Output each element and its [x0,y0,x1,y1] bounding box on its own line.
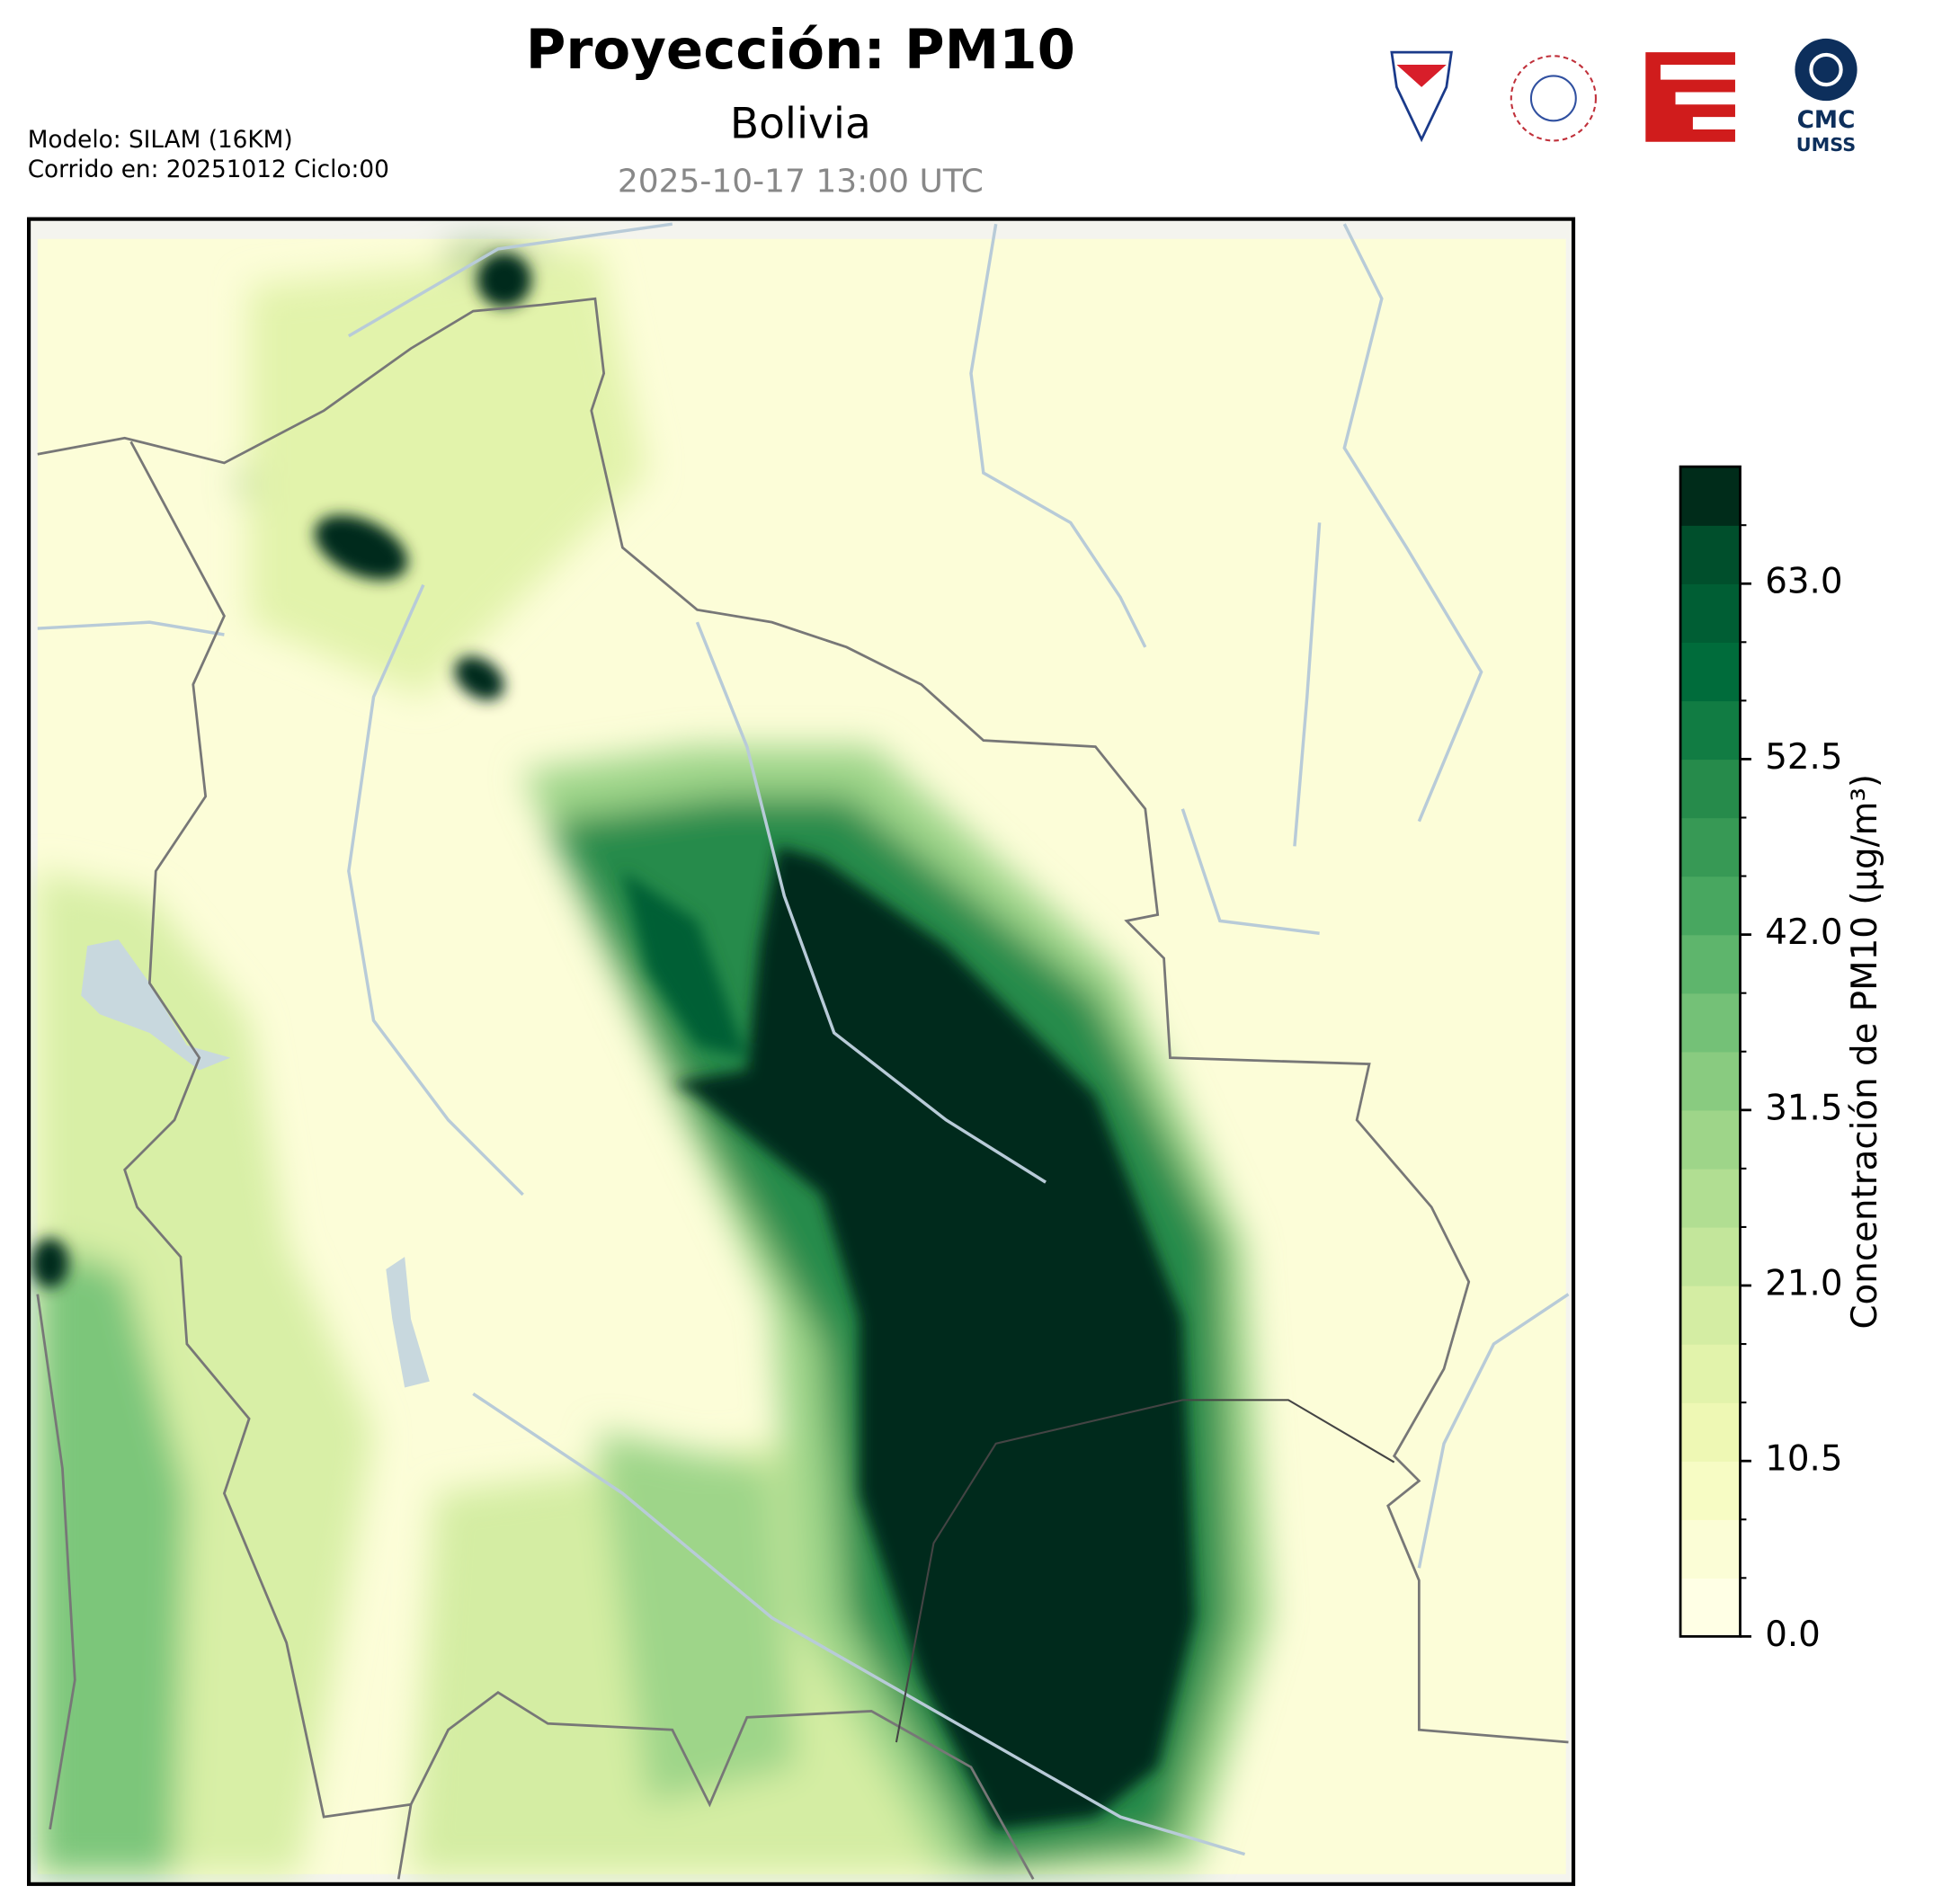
border-west [123,440,413,1880]
colorbar-band [1680,876,1741,936]
logo-umss-red [1396,64,1447,87]
subtitle: Bolivia [730,100,871,149]
map [29,218,1574,1884]
colorbar-band [1680,1285,1741,1345]
hotspot-4 [31,1238,69,1288]
colorbar-band [1680,1461,1741,1520]
border-paraguay [895,1399,1395,1743]
field-west-green [37,1244,187,1874]
hotspot-2 [454,656,504,700]
colorbar-band [1680,992,1741,1053]
border-south [409,1690,1035,1880]
river [347,222,673,338]
river [472,1392,1246,1856]
colorbar-band [1680,583,1741,643]
colorbar-tick-label: 63.0 [1765,562,1842,602]
pm10-core [31,253,1196,1829]
colorbar-band [1680,642,1741,702]
colorbar-tick-label: 52.5 [1765,737,1842,778]
colorbar-tick-label: 21.0 [1765,1263,1842,1303]
river [1180,808,1320,935]
datetime: 2025-10-17 13:00 UTC [618,163,984,200]
logo-umss-text: UMSS [1796,134,1856,156]
colorbar-band [1680,1168,1741,1228]
colorbar-band [1680,1344,1741,1403]
colorbar-tick-label: 31.5 [1765,1088,1842,1128]
colorbar-tick-label: 10.5 [1765,1439,1842,1480]
run-info: Corrido en: 20251012 Ciclo:00 [28,156,389,183]
title: Proyección: PM10 [526,18,1075,82]
hotspot-1 [314,514,408,581]
logo-red [1645,52,1735,142]
colorbar-band [1680,1402,1741,1462]
border-bolivia [37,297,1569,1744]
borders [36,297,1569,1880]
lake-titicaca [81,939,231,1071]
model-info: Modelo: SILAM (16KM) [28,127,293,154]
logo-cmc [1795,38,1857,102]
colorbar-band [1680,467,1741,526]
colorbar-tick-label: 42.0 [1765,912,1842,953]
river [695,621,1047,1184]
logo-umss [1390,50,1453,143]
logo-fisica [1510,55,1597,142]
logo-fisica-inner [1529,75,1577,122]
colorbar-band [1680,1226,1741,1286]
colorbar-band [1680,1051,1741,1111]
river [347,583,524,1197]
colorbar-band [1680,700,1741,761]
logo-cmc-ring [1809,52,1843,87]
colorbar-band [1680,525,1741,584]
colorbar-band [1680,934,1741,994]
hotspot-3 [477,253,532,307]
river [37,620,225,636]
colorbar-band [1680,1519,1741,1579]
river [1342,223,1483,823]
logos: CMC UMSS [1390,38,1857,156]
logo-cmc-text: CMC [1797,107,1856,134]
field-north-light [249,248,648,698]
colorbar-frame [1679,465,1742,1638]
colorbar-band [1680,1109,1741,1170]
colorbar-band [1680,817,1741,877]
river [969,223,1147,648]
field-south-green [597,1430,797,1805]
plume-core [672,846,1196,1829]
map-frame [26,217,1576,1886]
river [1417,1293,1570,1569]
colorbar-label: Concentración de PM10 (µg/m³) [1845,774,1885,1330]
river [1293,522,1322,847]
plume-arm [622,871,747,1058]
rivers [37,222,1570,1856]
colorbar: 0.0 10.5 21.0 31.5 42.0 52.5 63.0 [1679,465,1842,1655]
colorbar-tick-label: 0.0 [1765,1615,1821,1655]
colorbar-band [1680,759,1741,819]
border-chile [36,1294,76,1830]
colorbar-band [1680,1578,1741,1638]
lake-poopo [386,1257,430,1388]
